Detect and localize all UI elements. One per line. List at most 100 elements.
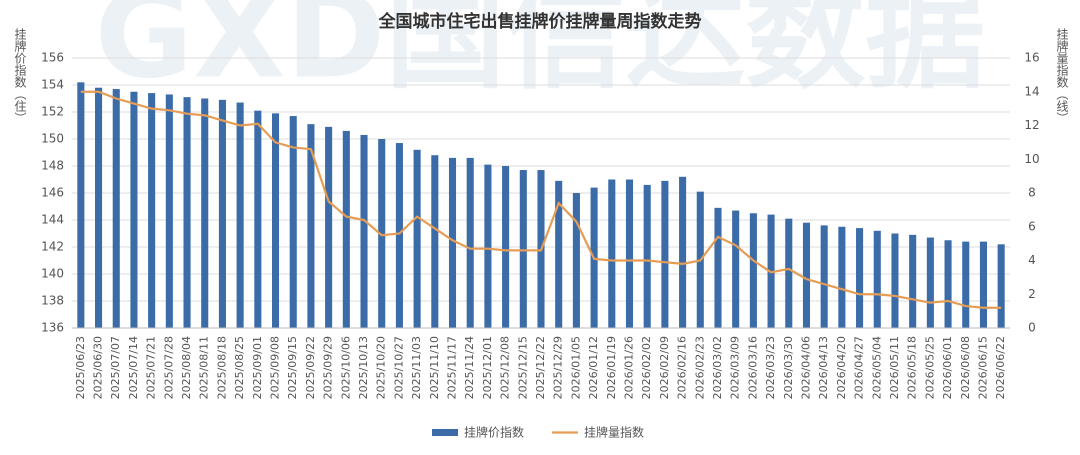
x-tick-label: 2025/09/15 (286, 336, 299, 399)
x-tick-label: 2025/11/24 (463, 336, 476, 399)
x-tick-label: 2026/06/22 (994, 336, 1007, 399)
bar (130, 91, 138, 328)
y-tick-label: 142 (41, 240, 64, 254)
x-tick-label: 2026/04/13 (817, 336, 830, 399)
y2-tick-label: 0 (1028, 321, 1036, 335)
x-tick-label: 2025/07/28 (162, 336, 175, 399)
x-tick-label: 2026/03/23 (764, 336, 777, 399)
x-tick-label: 2026/04/20 (835, 336, 848, 399)
bar (378, 139, 386, 328)
bar (891, 233, 899, 328)
bar (95, 87, 103, 328)
bar (431, 155, 439, 328)
x-tick-label: 2026/03/09 (729, 336, 742, 399)
bar (997, 244, 1005, 328)
bar (307, 124, 315, 329)
x-tick-label: 2025/09/29 (322, 336, 335, 399)
bar (820, 225, 828, 328)
legend-label: 挂牌量指数 (584, 425, 644, 440)
bar (785, 218, 793, 328)
x-tick-label: 2025/08/18 (215, 336, 228, 399)
bar (360, 134, 368, 328)
y-tick-label: 144 (41, 213, 64, 227)
y-axis-label: 挂牌价指数（住） (13, 28, 27, 124)
y2-tick-label: 2 (1028, 287, 1036, 301)
x-tick-label: 2026/01/19 (605, 336, 618, 399)
bar (183, 97, 191, 329)
x-tick-label: 2026/04/27 (853, 336, 866, 399)
x-tick-label: 2026/05/18 (906, 336, 919, 399)
bar (413, 149, 421, 328)
bar (254, 110, 262, 329)
bar (838, 226, 846, 328)
x-tick-label: 2025/08/25 (233, 336, 246, 399)
y-tick-label: 154 (41, 78, 64, 92)
x-tick-label: 2025/10/06 (339, 336, 352, 399)
bar (342, 130, 350, 328)
x-tick-label: 2025/09/08 (269, 336, 282, 399)
x-tick-label: 2026/05/11 (888, 336, 901, 399)
y2-tick-label: 10 (1024, 152, 1039, 166)
bar (661, 180, 669, 328)
x-tick-label: 2026/02/09 (658, 336, 671, 399)
bar (962, 241, 970, 328)
x-tick-label: 2025/10/27 (392, 336, 405, 399)
x-tick-label: 2025/06/30 (92, 336, 105, 399)
bar (802, 222, 811, 328)
bar (395, 143, 403, 328)
bar (112, 89, 120, 328)
x-tick-label: 2026/06/15 (976, 336, 989, 399)
bar (873, 230, 881, 328)
x-tick-label: 2026/03/02 (711, 336, 724, 399)
y-tick-label: 156 (41, 51, 64, 65)
watermark: GXD国信达数据 (95, 0, 986, 106)
y2-tick-label: 16 (1024, 51, 1039, 65)
bar (732, 210, 740, 328)
bar (909, 234, 917, 328)
bar (926, 237, 934, 328)
bar (979, 241, 987, 328)
bar (201, 98, 209, 328)
x-tick-label: 2026/02/23 (693, 336, 706, 399)
bar (165, 94, 173, 328)
x-tick-label: 2026/06/01 (941, 336, 954, 399)
bar (714, 207, 722, 328)
x-tick-label: 2025/07/07 (109, 336, 122, 399)
x-tick-label: 2025/11/03 (410, 336, 423, 399)
y-tick-label: 148 (41, 159, 64, 173)
chart-title: 全国城市住宅出售挂牌价挂牌量周指数走势 (378, 11, 702, 32)
x-tick-label: 2026/05/25 (923, 336, 936, 399)
x-tick-label: 2025/12/22 (534, 336, 547, 399)
x-tick-label: 2026/01/12 (587, 336, 600, 399)
bar (519, 170, 527, 328)
bar (466, 157, 474, 328)
y2-tick-label: 8 (1028, 186, 1036, 200)
bar (749, 213, 757, 328)
x-tick-label: 2025/10/20 (375, 336, 388, 399)
y-tick-label: 138 (41, 294, 64, 308)
bar (325, 126, 333, 328)
x-tick-label: 2025/11/17 (446, 336, 459, 399)
bar (271, 113, 280, 328)
bar (502, 166, 510, 328)
bar (625, 179, 634, 328)
x-tick-label: 2025/11/10 (428, 336, 441, 399)
y2-tick-label: 4 (1028, 253, 1036, 267)
x-tick-label: 2026/01/05 (569, 336, 582, 399)
bar (148, 93, 156, 328)
x-tick-label: 2026/03/16 (746, 336, 759, 399)
bar (608, 179, 616, 328)
x-tick-label: 2026/01/26 (622, 336, 635, 399)
y-tick-label: 150 (41, 132, 64, 146)
line (80, 90, 1002, 309)
bar (856, 228, 864, 328)
x-tick-label: 2025/08/11 (198, 336, 211, 399)
x-tick-label: 2026/06/08 (959, 336, 972, 399)
x-tick-label: 2025/10/13 (357, 336, 370, 399)
x-tick-label: 2025/06/23 (74, 336, 87, 399)
x-tick-label: 2025/07/14 (127, 336, 140, 399)
bar (236, 102, 244, 328)
bar (77, 82, 85, 328)
bar (944, 240, 952, 328)
x-tick-label: 2026/05/04 (870, 336, 883, 399)
